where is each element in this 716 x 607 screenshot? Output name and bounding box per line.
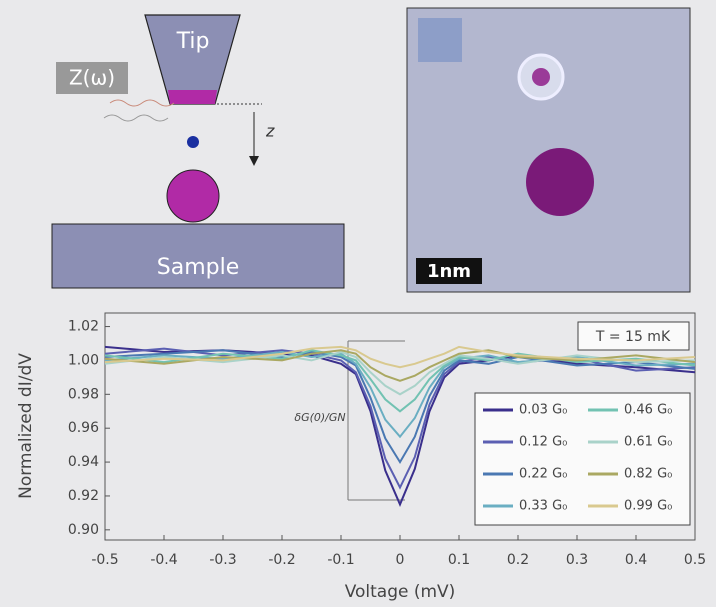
tip-label: Tip xyxy=(176,29,210,54)
y-tick-label: 0.96 xyxy=(68,420,99,436)
x-tick-label: 0.1 xyxy=(448,552,470,568)
legend-label: 0.33 G₀ xyxy=(519,499,567,514)
series-line xyxy=(104,350,696,439)
sample-label: Sample xyxy=(157,255,240,280)
x-tick-label: 0.2 xyxy=(507,552,529,568)
scale-box xyxy=(416,258,482,284)
legend-label: 0.82 G₀ xyxy=(624,467,672,482)
x-tick-label: 0 xyxy=(396,552,405,568)
tip-apex xyxy=(168,90,217,104)
wave xyxy=(109,99,175,107)
x-tick-label: -0.5 xyxy=(91,552,118,568)
y-tick-label: 0.94 xyxy=(68,454,99,470)
y-tick-label: 1.00 xyxy=(68,352,99,368)
arrowhead xyxy=(249,156,259,166)
legend-label: 0.22 G₀ xyxy=(519,467,567,482)
atom xyxy=(187,136,199,148)
stm-image: 1nm xyxy=(406,7,691,293)
legend-box xyxy=(474,392,691,526)
y-tick-label: 0.98 xyxy=(68,386,99,402)
sample xyxy=(51,223,345,289)
diagram: Tip Z(ω) z Sample xyxy=(51,14,345,289)
series-line xyxy=(104,349,696,413)
x-tick-label: -0.1 xyxy=(327,552,354,568)
adatom xyxy=(166,169,220,223)
annotation-box xyxy=(577,321,690,351)
x-tick-label: -0.2 xyxy=(268,552,295,568)
signal-box xyxy=(56,62,128,94)
x-axis-label: Voltage (mV) xyxy=(345,582,456,602)
small-adatom xyxy=(532,68,550,86)
signal-label: Z(ω) xyxy=(69,66,115,90)
y-axis-label: Normalized dI/dV xyxy=(16,353,36,499)
series-line xyxy=(104,349,696,382)
series-line xyxy=(104,345,696,369)
legend-label: 0.12 G₀ xyxy=(519,435,567,450)
legend-label: 0.61 G₀ xyxy=(624,435,672,450)
y-tick-label: 1.02 xyxy=(68,319,99,335)
y-tick-label: 0.92 xyxy=(68,488,99,504)
large-adatom xyxy=(526,148,594,216)
chart: T = 15 mK δG(0)/GN Voltage (mV) Normaliz… xyxy=(16,312,706,602)
legend-label: 0.99 G₀ xyxy=(624,499,672,514)
temperature-label: T = 15 mK xyxy=(595,329,671,345)
series-line xyxy=(104,350,696,396)
distance-label: z xyxy=(265,122,275,141)
x-tick-label: -0.3 xyxy=(209,552,236,568)
image-marker xyxy=(418,18,462,62)
depth-label: δG(0)/GN xyxy=(294,411,345,424)
x-tick-label: -0.4 xyxy=(150,552,177,568)
x-tick-label: 0.3 xyxy=(566,552,588,568)
x-tick-label: 0.4 xyxy=(625,552,647,568)
legend-label: 0.03 G₀ xyxy=(519,403,567,418)
y-tick-label: 0.90 xyxy=(68,522,99,538)
scale-label: 1nm xyxy=(427,261,471,282)
wave xyxy=(103,114,169,122)
x-tick-label: 0.5 xyxy=(684,552,706,568)
legend-label: 0.46 G₀ xyxy=(624,403,672,418)
